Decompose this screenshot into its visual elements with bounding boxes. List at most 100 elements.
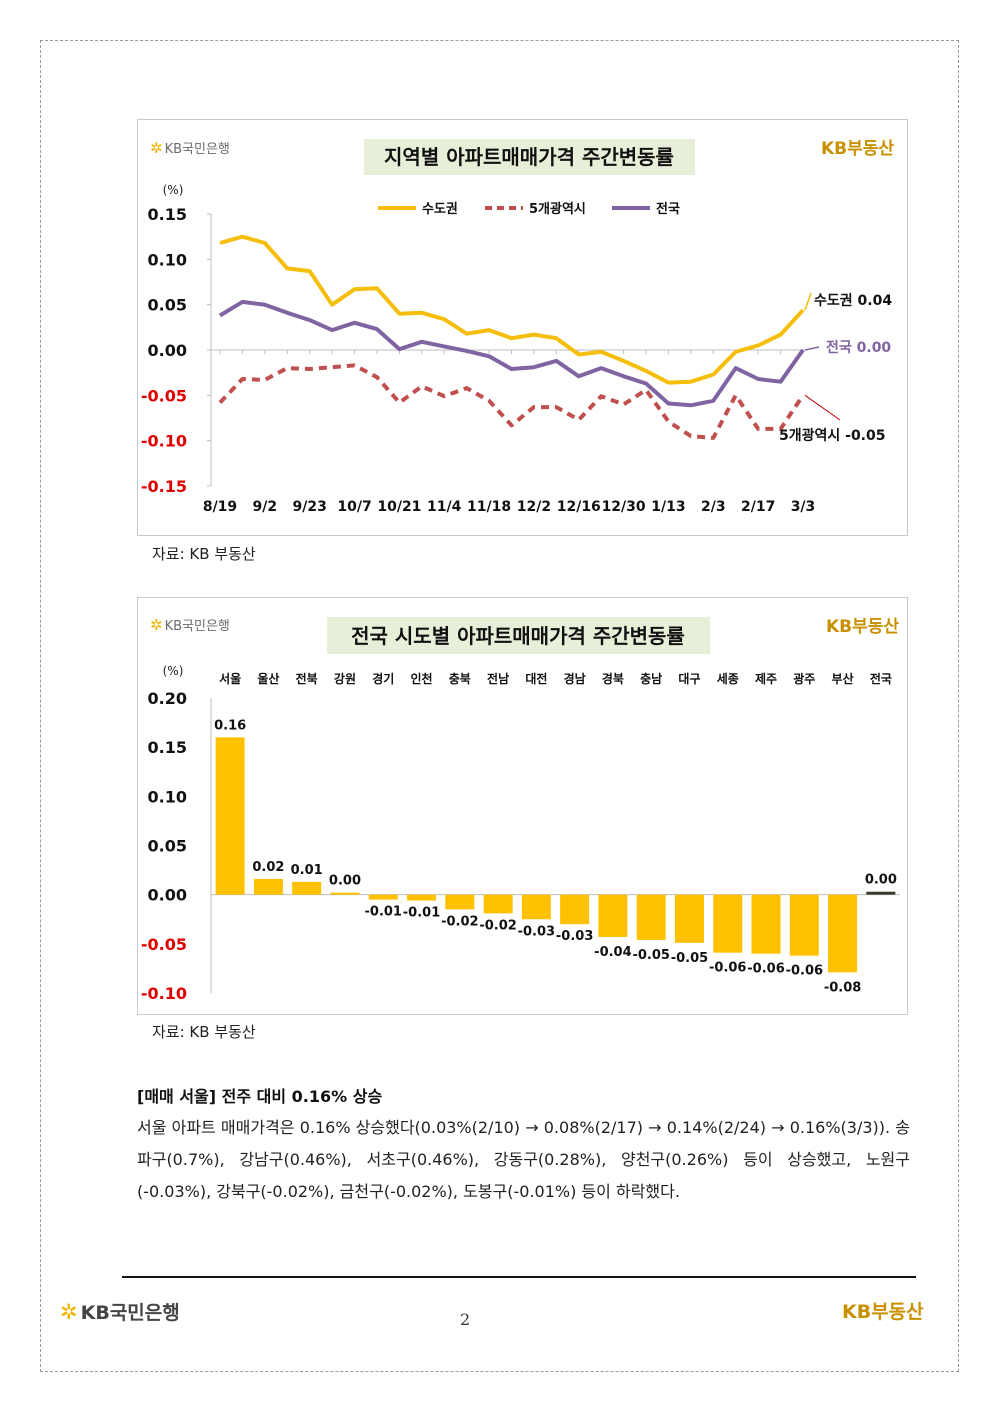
end-label: 5개광역시 -0.05 <box>779 427 886 444</box>
y-tick-label: -0.15 <box>141 477 187 496</box>
chart-title: 전국 시도별 아파트매매가격 주간변동률 <box>351 624 685 648</box>
chart-title-bg <box>364 139 695 175</box>
bar <box>674 894 704 943</box>
category-label: 충남 <box>640 671 662 686</box>
data-label: -0.02 <box>441 914 478 929</box>
bar <box>789 894 819 956</box>
data-label: -0.01 <box>365 905 402 920</box>
data-label: -0.08 <box>824 980 861 995</box>
leader-line <box>804 346 820 351</box>
x-tick-label: 8/19 <box>203 499 237 515</box>
footer-bank-name: KB국민은행 <box>80 1302 180 1324</box>
bar-chart-box: ✲ KB국민은행 KB부동산 전국 시도별 아파트매매가격 주간변동률 (%) 0.… <box>137 597 908 1015</box>
bar <box>713 894 743 953</box>
category-label: 전국 <box>870 671 892 686</box>
bar <box>330 892 360 895</box>
category-label: 대구 <box>678 672 700 686</box>
body-paragraph: 서울 아파트 매매가격은 0.16% 상승했다(0.03%(2/10) → 0.… <box>137 1118 910 1201</box>
category-label: 전북 <box>296 671 318 686</box>
y-tick-label: -0.05 <box>141 386 187 405</box>
bar <box>445 894 475 910</box>
page-number: 2 <box>460 1310 471 1329</box>
data-label: -0.04 <box>594 945 631 960</box>
category-label: 대전 <box>525 671 547 686</box>
page-border <box>40 40 959 1372</box>
data-label: -0.01 <box>403 906 440 921</box>
source-label-1: 자료: KB 부동산 <box>152 545 256 563</box>
bar <box>368 894 398 900</box>
category-label: 경기 <box>372 671 394 686</box>
bar <box>483 894 513 914</box>
x-tick-label: 2/3 <box>701 499 726 515</box>
y-tick-label: 0.05 <box>148 837 187 856</box>
kb-star-icon: ✲ <box>150 615 163 634</box>
y-tick-label: -0.10 <box>141 984 187 1003</box>
x-tick-label: 10/7 <box>337 499 371 515</box>
line-chart: 지역별 아파트매매가격 주간변동률 (%) 0.15 0.10 0.05 0.00 -0.0… <box>141 139 892 515</box>
category-label: 울산 <box>257 671 279 686</box>
kb-bank-logo: ✲ KB국민은행 <box>150 138 230 158</box>
data-label: -0.06 <box>747 962 784 977</box>
footer-kb-bank-logo: ✲ KB국민은행 <box>60 1298 180 1325</box>
y-tick-label: -0.10 <box>141 432 187 451</box>
bar <box>407 894 437 901</box>
x-tick-label: 11/18 <box>467 499 511 515</box>
category-label: 경북 <box>602 672 624 686</box>
y-tick-label: -0.05 <box>141 935 187 954</box>
category-label: 제주 <box>755 672 777 686</box>
data-label: -0.06 <box>709 961 746 976</box>
bar <box>292 881 322 895</box>
category-label: 경남 <box>564 671 586 686</box>
category-label: 강원 <box>334 672 356 686</box>
chart-title-bg <box>327 617 710 654</box>
x-tick-label: 12/30 <box>602 499 646 515</box>
bar <box>828 894 858 973</box>
kb-bank-logo: ✲ KB국민은행 <box>150 615 230 635</box>
x-tick-label: 3/3 <box>791 499 816 515</box>
category-label: 충북 <box>449 671 471 686</box>
y-unit-label: (%) <box>163 183 184 197</box>
data-label: 0.01 <box>291 863 323 878</box>
x-tick-label: 9/23 <box>293 499 327 515</box>
y-tick-label: 0.10 <box>148 250 187 269</box>
y-tick-label: 0.00 <box>148 886 187 905</box>
bar <box>521 894 551 920</box>
y-tick-label: 0.15 <box>148 738 187 757</box>
x-tick-label: 9/2 <box>253 499 278 515</box>
legend-label: 수도권 <box>422 202 458 217</box>
y-tick-label: 0.15 <box>148 205 187 224</box>
kb-land-logo: KB부동산 <box>826 617 900 637</box>
category-label: 부산 <box>832 671 854 686</box>
y-unit-label: (%) <box>163 664 184 678</box>
category-label: 서울 <box>219 671 241 686</box>
series-line <box>219 234 805 385</box>
bar <box>636 894 666 940</box>
category-label: 광주 <box>793 671 815 686</box>
data-label: -0.03 <box>556 929 593 944</box>
kb-star-icon: ✲ <box>60 1299 78 1324</box>
kb-star-icon: ✲ <box>150 138 163 157</box>
bar <box>253 878 283 895</box>
legend-label: 5개광역시 <box>529 201 586 217</box>
data-label: 0.02 <box>252 860 284 875</box>
x-tick-label: 2/17 <box>741 499 775 515</box>
bar <box>215 737 245 895</box>
x-tick-label: 12/16 <box>557 499 601 515</box>
kb-land-logo: KB부동산 <box>821 139 895 159</box>
data-label: -0.03 <box>518 924 555 939</box>
footer-kb-land-logo: KB부동산 <box>842 1301 924 1323</box>
series-line <box>218 363 805 440</box>
bar-chart: 전국 시도별 아파트매매가격 주간변동률 (%) 0.20 0.15 0.10 0.05 0… <box>141 617 900 1003</box>
bar <box>751 894 781 954</box>
line-chart-box: ✲ KB국민은행 KB부동산 지역별 아파트매매가격 주간변동률 (%) 0.15 0… <box>137 119 908 536</box>
series-line <box>218 299 805 408</box>
category-label: 전남 <box>487 671 509 686</box>
kb-bank-name: KB국민은행 <box>164 619 230 634</box>
data-label: -0.02 <box>479 918 516 933</box>
data-label: -0.06 <box>786 964 823 979</box>
bar <box>560 894 590 925</box>
footer-divider <box>122 1276 916 1278</box>
data-label: -0.05 <box>632 948 669 963</box>
x-tick-label: 12/2 <box>517 499 551 515</box>
legend-label: 전국 <box>656 201 680 217</box>
